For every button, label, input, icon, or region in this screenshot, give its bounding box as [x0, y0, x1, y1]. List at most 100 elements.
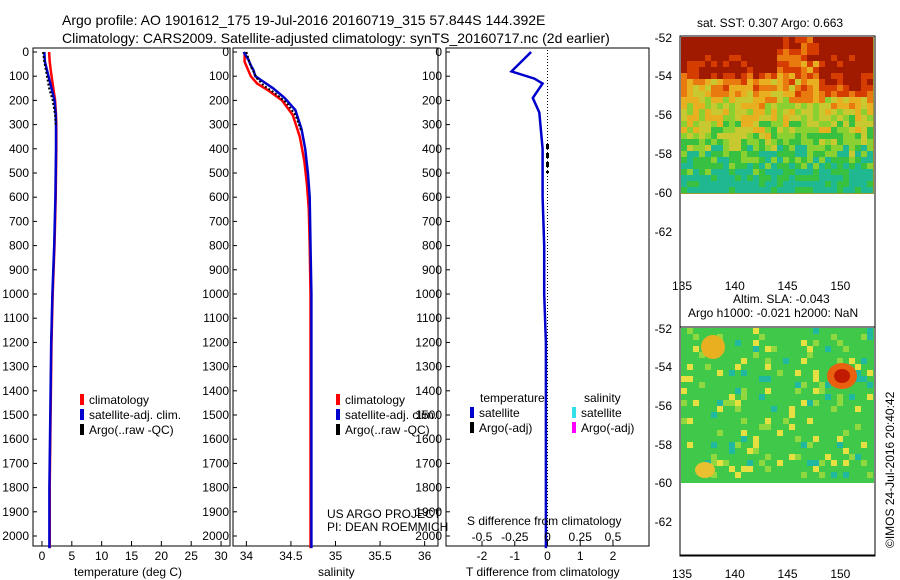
sst-tile: [753, 121, 759, 127]
sla-tile: [759, 424, 765, 430]
sst-tile: [711, 163, 717, 169]
sst-tile: [807, 187, 813, 193]
sla-tile: [741, 376, 747, 382]
sla-tile: [705, 412, 711, 418]
sst-tile: [825, 187, 831, 193]
sla-tile: [813, 448, 819, 454]
sst-tile: [825, 61, 831, 67]
sst-tile: [705, 109, 711, 115]
sst-tile: [861, 37, 867, 43]
sst-tile: [771, 49, 777, 55]
sla-tile: [717, 460, 723, 466]
sla-tile: [831, 424, 837, 430]
sst-tile: [765, 121, 771, 127]
sst-tile: [855, 181, 861, 187]
sla-tile: [765, 340, 771, 346]
sla-tile: [681, 430, 687, 436]
sla-tile: [843, 346, 849, 352]
sla-tile: [855, 400, 861, 406]
sst-tile: [807, 163, 813, 169]
sla-tile: [723, 430, 729, 436]
sst-tile: [837, 169, 843, 175]
sst-tile: [801, 85, 807, 91]
sst-tile: [789, 181, 795, 187]
sla-tile: [789, 328, 795, 334]
sst-tile: [819, 157, 825, 163]
sst-tile: [765, 97, 771, 103]
sst-tile: [717, 121, 723, 127]
sst-tile: [693, 73, 699, 79]
sst-tile: [693, 187, 699, 193]
sla-tile: [861, 430, 867, 436]
sla-tile: [801, 436, 807, 442]
sla-tile: [825, 334, 831, 340]
sla-tile: [837, 346, 843, 352]
sla-tile: [849, 388, 855, 394]
sst-tile: [723, 37, 729, 43]
sst-tile: [813, 91, 819, 97]
sst-y-tick-label: -60: [655, 186, 673, 200]
salinity-axes: [232, 47, 439, 547]
sla-tile: [759, 340, 765, 346]
sla-tile: [849, 436, 855, 442]
sla-tile: [723, 448, 729, 454]
sla-tile: [849, 460, 855, 466]
sla-tile: [777, 334, 783, 340]
sla-tile: [747, 364, 753, 370]
sla-tile: [813, 406, 819, 412]
sst-tile: [843, 133, 849, 139]
sst-tile: [699, 97, 705, 103]
sst-tile: [705, 163, 711, 169]
depth-tick-label: 1800: [202, 481, 229, 495]
sla-tile: [819, 340, 825, 346]
depth-tick-label: 800: [422, 239, 442, 253]
salinity-x-tick-label: 34: [240, 549, 254, 563]
sst-tile: [807, 181, 813, 187]
sst-tile: [831, 175, 837, 181]
sst-tile: [813, 175, 819, 181]
sst-tile: [741, 151, 747, 157]
sla-tile: [729, 394, 735, 400]
sla-tile: [867, 376, 873, 382]
sla-tile: [747, 454, 753, 460]
sst-tile: [729, 115, 735, 121]
sst-tile: [825, 79, 831, 85]
sst-tile: [717, 169, 723, 175]
sst-tile: [807, 97, 813, 103]
sla-tile: [711, 376, 717, 382]
sst-tile: [687, 109, 693, 115]
sst-tile: [771, 103, 777, 109]
difference-top-tick-label: 0.25: [569, 530, 593, 544]
sla-tile: [777, 400, 783, 406]
sla-tile: [831, 328, 837, 334]
sst-tile: [693, 175, 699, 181]
sla-tile: [819, 466, 825, 472]
sla-tile: [741, 352, 747, 358]
sla-tile: [813, 442, 819, 448]
sst-tile: [783, 169, 789, 175]
sla-tile: [729, 460, 735, 466]
sst-tile: [849, 79, 855, 85]
sla-tile: [759, 400, 765, 406]
sst-tile: [747, 187, 753, 193]
sst-tile: [861, 151, 867, 157]
sst-map: [679, 35, 876, 557]
sst-tile: [729, 37, 735, 43]
sst-tile: [699, 181, 705, 187]
sst-tile: [801, 79, 807, 85]
sst-tile: [741, 37, 747, 43]
sst-tile: [819, 145, 825, 151]
depth-tick-label: 2000: [415, 529, 442, 543]
sst-tile: [825, 133, 831, 139]
sla-tile: [765, 430, 771, 436]
sst-tile: [783, 139, 789, 145]
temperature-x-tick-label: 5: [68, 549, 75, 563]
sla-tile: [687, 418, 693, 424]
sla-tile: [843, 334, 849, 340]
sla-tile: [777, 370, 783, 376]
sla-tile: [765, 442, 771, 448]
sst-tile: [711, 37, 717, 43]
sst-tile: [777, 133, 783, 139]
sla-tile: [765, 364, 771, 370]
sst-tile: [807, 145, 813, 151]
